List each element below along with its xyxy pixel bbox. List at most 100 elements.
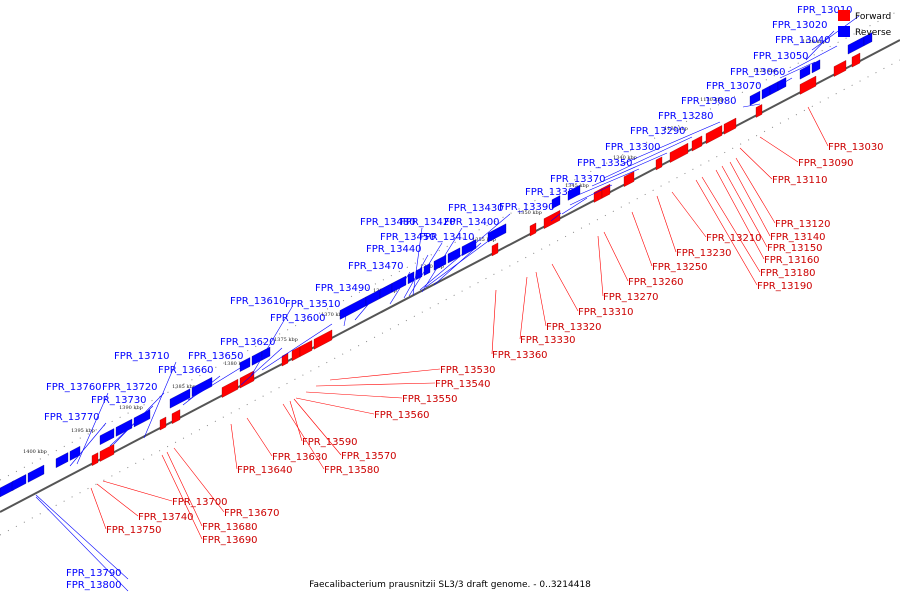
scale-tick-label: 1380 kbp (224, 361, 248, 367)
reverse-gene-label: FPR_13390 (499, 202, 555, 213)
reverse-gene-block (769, 81, 779, 96)
reverse-gene-label: FPR_13040 (775, 35, 831, 46)
forward-gene-leader (715, 169, 765, 260)
reverse-gene-leader (35, 494, 129, 580)
reverse-gene-block (99, 428, 115, 446)
reverse-gene-label: FPR_13730 (91, 395, 147, 406)
forward-gene-leader (656, 195, 677, 253)
forward-gene-leader (729, 161, 771, 237)
reverse-gene-block (169, 388, 191, 409)
reverse-gene-leader (603, 136, 693, 179)
scale-tick-label: 1355 kbp (472, 237, 496, 243)
forward-gene-block (543, 210, 561, 229)
reverse-gene-leader (35, 496, 129, 592)
forward-gene-leader (519, 276, 528, 340)
forward-gene-label: FPR_13700 (172, 497, 228, 508)
scale-tick-label: 1340 kbp (613, 155, 637, 161)
scale-tick-label: 1400 kbp (23, 449, 47, 455)
reverse-track-dots (0, 9, 900, 481)
forward-gene-leader (161, 454, 203, 540)
forward-gene-leader (701, 176, 761, 273)
reverse-gene-block (777, 77, 787, 91)
legend-reverse-label: Reverse (855, 28, 892, 38)
reverse-gene-leader (742, 103, 761, 108)
forward-gene-label: FPR_13560 (374, 410, 430, 421)
reverse-gene-label: FPR_13800 (66, 580, 122, 591)
reverse-gene-block (799, 64, 811, 80)
forward-gene-leader (603, 231, 629, 282)
reverse-gene-leader (569, 184, 613, 206)
reverse-gene-block (487, 223, 507, 243)
forward-gene-block (755, 104, 763, 118)
forward-gene-label: FPR_13150 (767, 243, 823, 254)
forward-gene-label: FPR_13640 (237, 465, 293, 476)
reverse-gene-leader (591, 152, 668, 187)
forward-gene-label: FPR_13740 (138, 512, 194, 523)
forward-gene-label: FPR_13690 (202, 535, 258, 546)
reverse-gene-block (11, 474, 27, 491)
forward-gene-block (159, 416, 167, 431)
forward-gene-label: FPR_13210 (706, 233, 762, 244)
forward-gene-label: FPR_13530 (440, 365, 496, 376)
reverse-gene-block (251, 350, 263, 366)
forward-gene-label: FPR_13030 (828, 142, 884, 153)
forward-gene-leader (230, 423, 238, 470)
forward-gene-block (799, 75, 817, 95)
forward-gene-leader (173, 447, 225, 513)
forward-gene-leader (739, 147, 773, 180)
reverse-gene-block (811, 59, 821, 74)
forward-gene-block (299, 340, 313, 357)
forward-gene-label: FPR_13540 (435, 379, 491, 390)
reverse-gene-leader (389, 271, 411, 305)
reverse-gene-leader (787, 45, 838, 73)
forward-gene-leader (597, 235, 604, 297)
scale-tick-label: 1370 kbp (321, 312, 345, 318)
reverse-gene-leader (811, 15, 860, 51)
forward-gene-label: FPR_13140 (770, 232, 826, 243)
forward-gene-block (655, 156, 663, 171)
forward-gene-leader (807, 106, 829, 147)
reverse-gene-label: FPR_13620 (220, 337, 276, 348)
reverse-gene-leader (343, 309, 348, 327)
scale-tick-label: 1350 kbp (518, 210, 542, 216)
forward-gene-label: FPR_13750 (106, 525, 162, 536)
reverse-gene-leader (261, 323, 333, 371)
reverse-gene-label: FPR_13440 (366, 244, 422, 255)
forward-gene-leader (289, 400, 303, 442)
reverse-gene-label: FPR_13450 (380, 232, 436, 243)
forward-gene-block (723, 117, 737, 135)
forward-gene-label: FPR_13120 (775, 219, 831, 230)
forward-gene-block (91, 452, 99, 466)
forward-gene-label: FPR_13590 (302, 437, 358, 448)
forward-gene-block (99, 443, 115, 462)
forward-gene-label: FPR_13360 (492, 350, 548, 361)
forward-gene-block (313, 329, 333, 350)
caption: Faecalibacterium prausnitzii SL3/3 draft… (309, 580, 591, 590)
forward-gene-block (833, 60, 847, 77)
reverse-gene-leader (433, 242, 482, 286)
reverse-gene-leader (240, 347, 283, 386)
reverse-gene-leader (767, 91, 771, 96)
reverse-gene-label: FPR_13400 (444, 217, 500, 228)
reverse-gene-label: FPR_13010 (797, 5, 853, 16)
reverse-gene-leader (777, 77, 793, 87)
reverse-gene-label: FPR_13510 (285, 299, 341, 310)
reverse-gene-block (407, 271, 415, 285)
legend-forward-swatch (838, 10, 850, 21)
forward-gene-leader (695, 179, 758, 286)
forward-gene-block (691, 135, 703, 152)
reverse-gene-leader (561, 197, 588, 215)
reverse-gene-label: FPR_13600 (270, 313, 326, 324)
reverse-gene-label: FPR_13070 (706, 81, 762, 92)
forward-gene-leader (293, 398, 342, 456)
forward-gene-block (491, 242, 499, 257)
reverse-gene-label: FPR_13410 (419, 232, 475, 243)
forward-gene-leader (305, 391, 403, 399)
forward-gene-leader (631, 211, 653, 267)
forward-gene-block (171, 409, 181, 425)
forward-track-dots (0, 59, 900, 536)
forward-gene-leader (329, 368, 441, 381)
reverse-gene-label: FPR_13760 (46, 382, 102, 393)
genome-axis (0, 39, 900, 513)
